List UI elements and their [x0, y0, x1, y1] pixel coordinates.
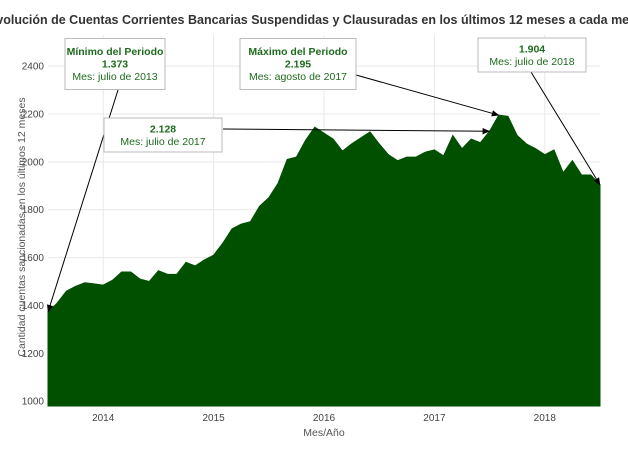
- annotation-box: [239, 38, 357, 90]
- y-tick-label: 1200: [22, 349, 45, 360]
- annotation-value: 2.195: [285, 59, 311, 71]
- x-tick-label: 2015: [202, 413, 225, 424]
- annotation-value: 1.904: [519, 43, 545, 55]
- x-axis-ticks: 2014 2015 2016 2017 2018: [92, 413, 556, 424]
- annotation-date: Mes: julio de 2013: [72, 71, 157, 83]
- area-fill: [47, 114, 601, 407]
- annotation-arrow: [355, 74, 500, 117]
- x-tick-label: 2018: [534, 413, 557, 424]
- y-tick-label: 1400: [22, 301, 45, 312]
- y-tick-label: 1800: [22, 205, 45, 216]
- annotation-date: Mes: julio de 2018: [489, 56, 574, 68]
- y-tick-label: 2400: [22, 62, 45, 73]
- annotation-box: [103, 117, 223, 153]
- y-tick-label: 2200: [22, 109, 45, 120]
- x-tick-label: 2017: [423, 413, 446, 424]
- x-axis-label: Mes/Año: [303, 427, 345, 439]
- y-axis-ticks: 1000 1200 1400 1600 1800 2000 2200 2400: [22, 62, 45, 408]
- y-tick-label: 2000: [22, 157, 45, 168]
- x-tick-label: 2014: [92, 413, 115, 424]
- y-axis-label: Cantidad cuentas sancionadas en los últi…: [16, 97, 28, 356]
- annotation-value: 2.128: [150, 123, 176, 135]
- annotation-box: [477, 37, 587, 73]
- annotation-label: Máximo del Periodo: [248, 46, 347, 58]
- annotation-date: Mes: julio de 2017: [120, 136, 205, 148]
- annotation-label: Mínimo del Periodo: [67, 46, 164, 58]
- annotation-value: 1.373: [102, 59, 128, 71]
- annotation-box: [64, 38, 166, 90]
- chart-title: Evolución de Cuentas Corrientes Bancaria…: [0, 13, 628, 27]
- x-tick-label: 2016: [313, 413, 336, 424]
- y-tick-label: 1000: [22, 397, 45, 408]
- area-series: [47, 114, 601, 407]
- annotation-arrow: [222, 127, 491, 135]
- annotation-arrow: [530, 71, 601, 186]
- y-tick-label: 1600: [22, 253, 45, 264]
- annotation-date: Mes: agosto de 2017: [249, 71, 347, 83]
